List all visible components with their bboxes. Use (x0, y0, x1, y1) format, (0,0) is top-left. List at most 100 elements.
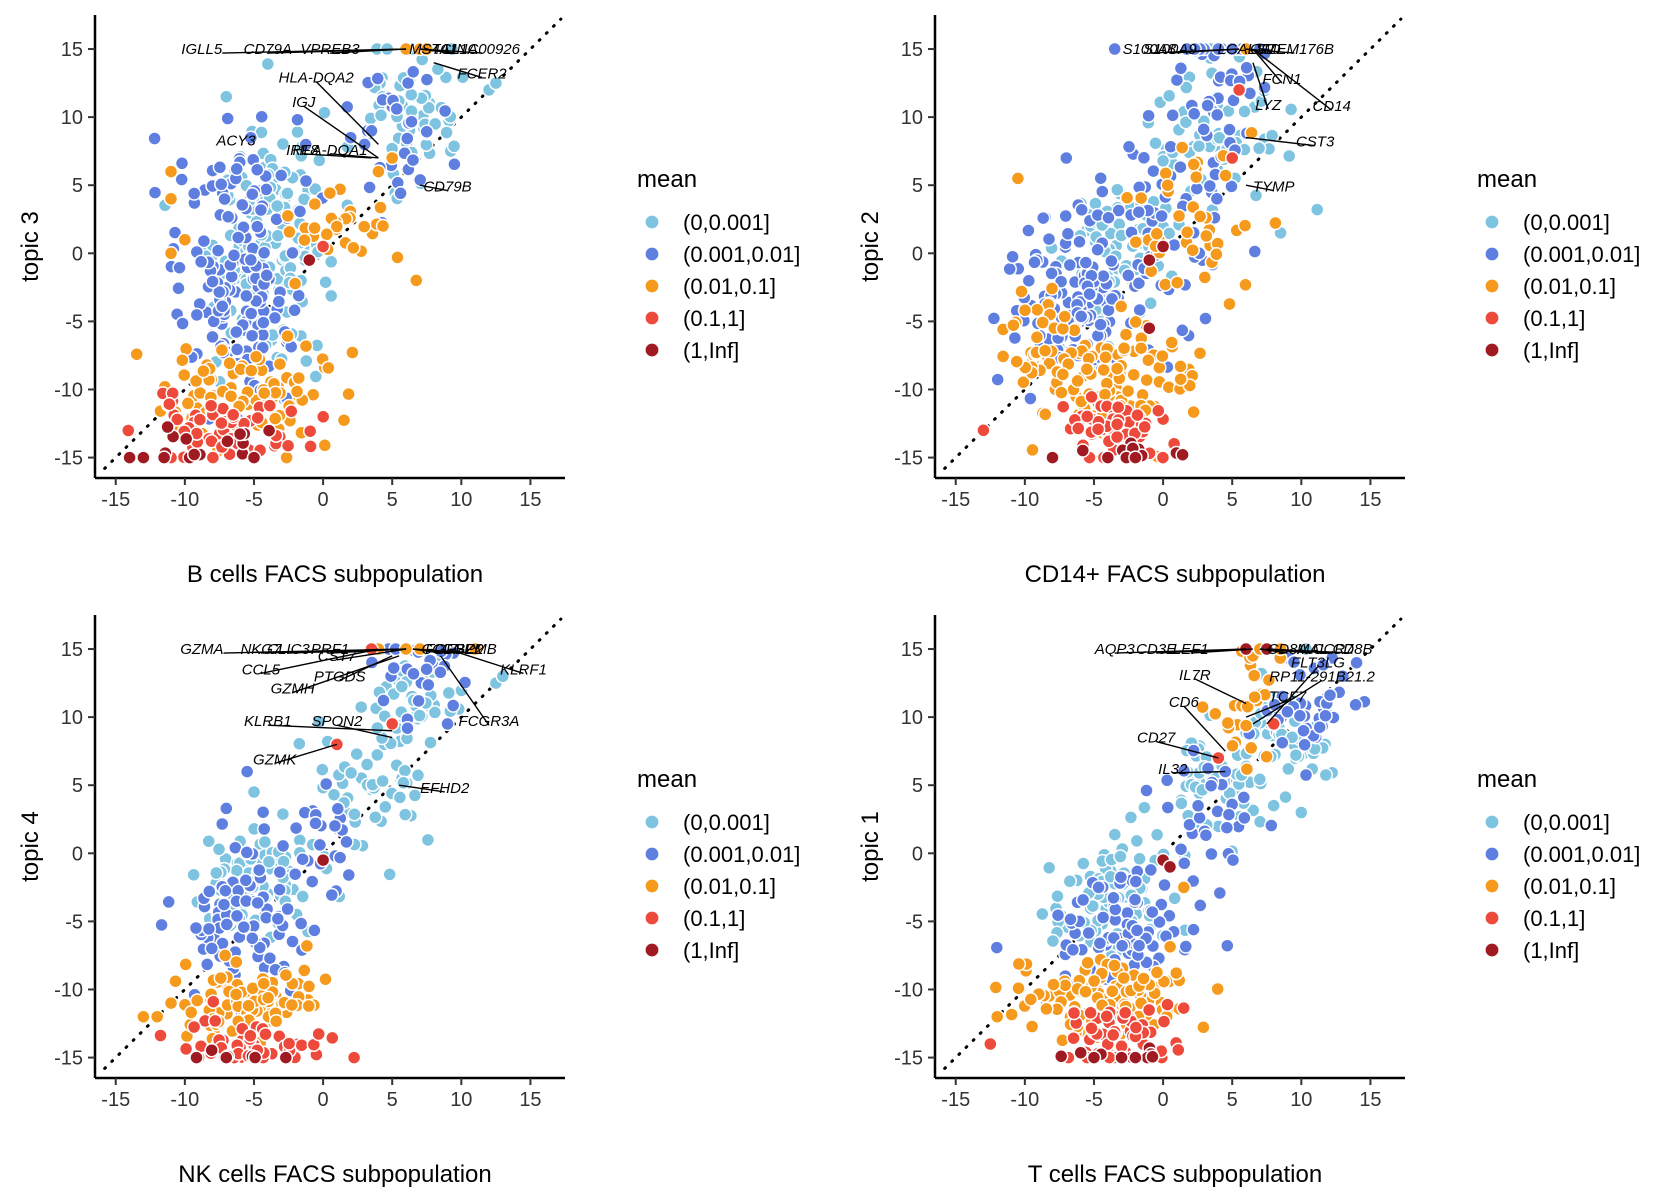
data-point (1244, 125, 1259, 141)
data-point (219, 1050, 234, 1065)
data-point (1176, 880, 1192, 895)
gene-label: CCL5 (242, 661, 281, 678)
data-point (239, 845, 255, 860)
data-point (272, 864, 288, 880)
gene-label: RP11-291B21.2 (1269, 668, 1375, 685)
data-point (330, 801, 346, 817)
data-point (245, 186, 260, 202)
data-point (1057, 309, 1072, 324)
legend-swatch (644, 942, 660, 958)
legend-label: (1,Inf] (1523, 338, 1579, 363)
legend-swatch (1484, 310, 1500, 326)
y-tick-label: 0 (72, 243, 83, 265)
data-point (280, 186, 295, 201)
data-point (1131, 938, 1147, 953)
data-point (1121, 139, 1137, 155)
data-point (253, 202, 269, 218)
data-point (396, 775, 411, 791)
data-point (285, 934, 300, 949)
data-point (1129, 923, 1145, 938)
data-point (243, 130, 259, 145)
data-point (170, 412, 185, 427)
data-point (1063, 912, 1078, 927)
data-point (232, 426, 248, 442)
data-point (346, 240, 361, 256)
data-point (1237, 104, 1252, 119)
data-point (370, 747, 385, 763)
data-point (1191, 138, 1207, 154)
data-point (1136, 150, 1152, 166)
y-tick-label: 15 (61, 639, 83, 661)
data-point (1004, 1007, 1019, 1022)
gene-label: IL7R (1179, 667, 1211, 684)
data-point (284, 404, 299, 419)
data-point (1198, 311, 1213, 326)
y-tick-label: 10 (901, 707, 923, 729)
data-point (1196, 1020, 1211, 1035)
data-point (412, 172, 428, 188)
data-point (1096, 362, 1111, 378)
data-point (1027, 255, 1042, 270)
gene-label: IL32 (1158, 761, 1188, 778)
data-point (275, 806, 291, 822)
data-point (1131, 204, 1147, 220)
data-point (1192, 810, 1207, 826)
data-point (236, 919, 252, 935)
data-point (1186, 743, 1201, 758)
data-point (246, 784, 262, 800)
label-leader-line (329, 48, 407, 54)
data-point (1175, 323, 1190, 338)
data-point (1278, 789, 1293, 805)
data-point (1091, 880, 1106, 895)
gene-label: EFHD2 (420, 780, 470, 797)
gene-label: GZMH (271, 681, 315, 698)
data-point (1171, 208, 1187, 224)
data-point (1309, 202, 1325, 217)
gene-label: TMEM176B (1255, 41, 1334, 58)
x-axis-title: T cells FACS subpopulation (1028, 1161, 1322, 1188)
x-tick-label: -5 (1085, 1089, 1103, 1111)
legend-swatch (1484, 342, 1500, 358)
data-point (988, 980, 1004, 995)
data-point (1081, 925, 1096, 941)
data-point (1131, 275, 1147, 291)
data-point (1280, 704, 1295, 720)
data-point (1292, 667, 1308, 683)
data-point (1059, 150, 1074, 166)
data-point (368, 809, 383, 825)
data-point (1095, 184, 1110, 199)
data-point (1225, 852, 1241, 868)
data-point (1011, 980, 1026, 996)
legend-title: mean (637, 766, 697, 793)
x-axis-title: NK cells FACS subpopulation (178, 1161, 492, 1188)
data-point (336, 412, 352, 428)
y-tick-label: 10 (61, 107, 83, 129)
label-leader-line (1155, 740, 1219, 759)
x-tick-label: 0 (1158, 1089, 1169, 1111)
data-point (419, 72, 435, 87)
data-point (1186, 106, 1202, 122)
x-tick-label: -15 (101, 1089, 130, 1111)
data-point (1195, 699, 1210, 715)
data-point (1173, 359, 1188, 374)
data-point (1185, 242, 1200, 258)
data-point (1292, 708, 1308, 724)
data-point (245, 931, 260, 946)
data-point (162, 396, 177, 412)
y-tick-label: -5 (65, 911, 83, 933)
data-point (1100, 450, 1116, 465)
data-point (1119, 190, 1135, 206)
x-tick-label: -5 (1085, 489, 1103, 511)
data-point (280, 328, 295, 344)
data-point (1137, 419, 1152, 435)
data-point (1046, 977, 1061, 992)
data-point (1335, 669, 1351, 684)
gene-label: HLA-DQA2 (279, 70, 355, 87)
x-tick-label: 5 (387, 1089, 398, 1111)
legend-label: (0.1,1] (1523, 306, 1585, 331)
data-point (186, 867, 201, 883)
y-tick-label: -5 (65, 311, 83, 333)
data-point (1159, 773, 1175, 788)
data-point (290, 124, 305, 140)
data-point (1076, 856, 1091, 871)
